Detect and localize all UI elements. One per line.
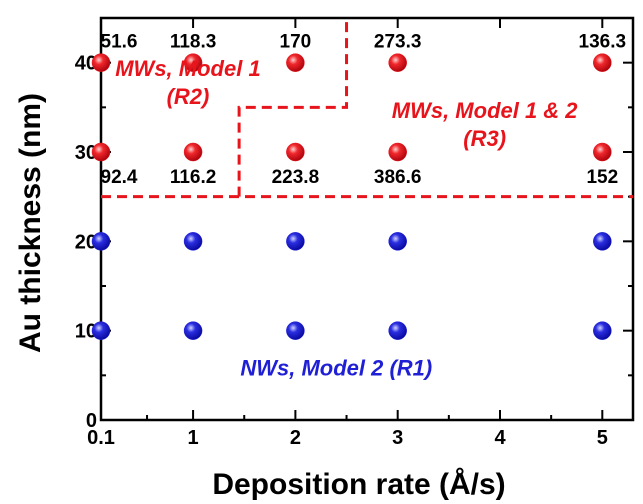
x-tick-label: 1 xyxy=(188,427,199,449)
red-data-point xyxy=(183,53,203,72)
region-label: MWs, Model 1 & 2 xyxy=(392,98,579,123)
x-tick-label: 0.1 xyxy=(87,427,115,449)
x-axis-title: Deposition rate (Å/s) xyxy=(212,468,505,501)
blue-data-point xyxy=(183,321,203,340)
region-label: MWs, Model 1 xyxy=(115,56,260,81)
region-labels: MWs, Model 1 (R2) MWs, Model 1 & 2 (R3) NWs,… xyxy=(115,56,578,380)
data-label: 92.4 xyxy=(101,167,138,188)
y-tick-label: 10 xyxy=(75,321,97,343)
y-tick-label: 20 xyxy=(75,231,97,253)
y-axis-title: Au thickness (nm) xyxy=(14,93,47,353)
data-label: 152 xyxy=(586,167,618,188)
red-data-point xyxy=(286,53,305,72)
red-data-point xyxy=(593,142,612,162)
data-label: 136.3 xyxy=(579,32,627,53)
red-data-point xyxy=(286,142,305,162)
blue-data-point xyxy=(286,232,305,251)
red-data-point xyxy=(388,53,407,72)
data-label: 273.3 xyxy=(374,32,422,53)
red-data-point xyxy=(593,53,612,72)
y-tick-label: 40 xyxy=(75,53,97,75)
blue-data-point xyxy=(388,232,407,251)
red-data-point xyxy=(91,142,111,162)
x-tick-label: 4 xyxy=(494,427,506,449)
data-label: 118.3 xyxy=(170,32,217,53)
x-tick-label: 2 xyxy=(290,427,301,449)
region-label: (R2) xyxy=(167,84,210,109)
data-label: 223.8 xyxy=(272,167,320,188)
blue-data-point xyxy=(286,321,305,340)
plot-frame xyxy=(99,16,635,422)
blue-data-point xyxy=(91,232,111,251)
x-tick-label: 5 xyxy=(597,427,608,449)
data-label: 116.2 xyxy=(170,167,217,188)
blue-data-point xyxy=(388,321,407,340)
blue-data-point xyxy=(91,321,111,340)
axes: 0.1 1 2 3 4 5 0 10 20 30 40 Deposition rate (Å/s) Au… xyxy=(14,16,635,501)
blue-data-point xyxy=(593,321,612,340)
red-data-point xyxy=(91,53,111,72)
blue-data-point xyxy=(183,232,203,251)
data-points xyxy=(91,53,612,340)
data-label: 51.6 xyxy=(101,32,138,53)
region-label: (R3) xyxy=(463,126,506,151)
y-tick-label: 0 xyxy=(86,410,97,432)
blue-data-point xyxy=(593,232,612,251)
data-label: 386.6 xyxy=(374,167,422,188)
region-boundaries xyxy=(101,18,633,199)
y-tick-label: 30 xyxy=(75,142,97,164)
red-data-point xyxy=(183,142,203,162)
value-labels: 51.6 118.3 170 273.3 136.3 92.4 116.2 223.8 386.… xyxy=(101,32,627,188)
region-label: NWs, Model 2 (R1) xyxy=(240,355,432,380)
data-label: 170 xyxy=(280,32,312,53)
boundary-step xyxy=(237,18,349,197)
red-data-point xyxy=(388,142,407,162)
x-tick-label: 3 xyxy=(392,427,403,449)
